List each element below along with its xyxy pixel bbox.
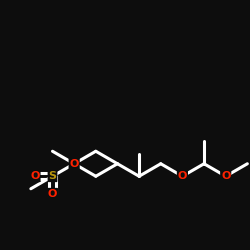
Text: O: O (48, 189, 57, 199)
Text: S: S (48, 171, 56, 181)
Text: O: O (30, 171, 40, 181)
Text: O: O (70, 159, 79, 169)
Text: O: O (178, 171, 187, 181)
Text: O: O (221, 171, 230, 181)
